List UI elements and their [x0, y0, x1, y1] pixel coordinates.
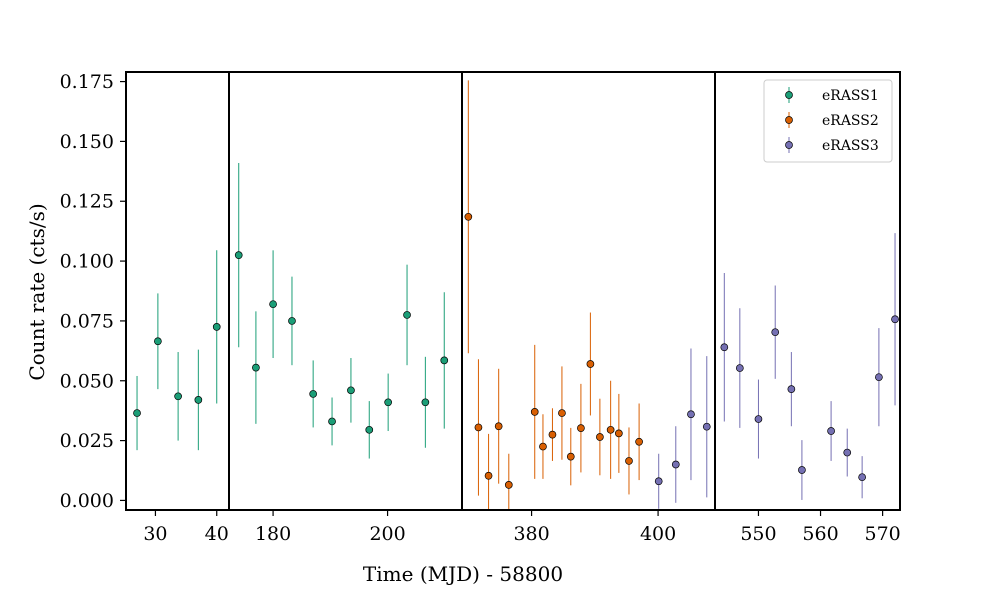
- y-tick-label: 0.000: [60, 490, 114, 512]
- data-point: [539, 442, 547, 451]
- legend-marker: [785, 141, 793, 149]
- data-point: [558, 409, 566, 417]
- data-point: [384, 398, 392, 407]
- data-point: [586, 360, 595, 368]
- data-point: [464, 212, 473, 221]
- legend-label: eRASS3: [822, 138, 879, 154]
- data-point: [288, 317, 296, 325]
- y-tick-label: 0.125: [60, 191, 114, 213]
- data-point: [234, 251, 243, 259]
- data-point: [735, 364, 744, 372]
- data-point: [635, 437, 643, 446]
- legend-label: eRASS1: [822, 88, 879, 104]
- x-tick-label: 200: [369, 523, 405, 545]
- data-point: [566, 452, 575, 461]
- data-point: [827, 427, 835, 435]
- x-tick-label: 180: [255, 523, 291, 545]
- data-point: [671, 460, 680, 469]
- legend-marker: [785, 116, 793, 124]
- data-point: [754, 415, 763, 423]
- data-point: [174, 392, 182, 401]
- data-point: [654, 477, 663, 486]
- y-axis-title: Count rate (cts/s): [25, 203, 49, 380]
- y-tick-label: 0.100: [60, 251, 114, 273]
- data-point: [309, 390, 318, 398]
- x-tick-label: 570: [864, 523, 900, 545]
- data-point: [530, 408, 539, 416]
- data-point: [702, 422, 711, 431]
- data-point: [787, 385, 796, 393]
- data-point: [421, 398, 430, 407]
- data-point: [687, 410, 695, 419]
- x-tick-label: 560: [802, 523, 838, 545]
- data-point: [133, 409, 141, 417]
- data-point: [798, 466, 806, 474]
- data-point: [154, 337, 162, 346]
- data-point: [474, 423, 483, 432]
- data-point: [347, 386, 355, 395]
- data-point: [440, 356, 449, 365]
- data-point: [212, 323, 221, 331]
- panel-frame: [461, 71, 716, 511]
- data-point: [484, 471, 493, 480]
- data-point: [615, 429, 623, 438]
- y-tick-label: 0.050: [60, 370, 114, 392]
- legend-marker: [785, 91, 793, 99]
- y-tick-label: 0.175: [60, 71, 114, 93]
- panel-frame: [714, 71, 901, 511]
- data-point: [194, 396, 203, 404]
- data-point: [252, 363, 260, 372]
- data-point: [504, 481, 513, 489]
- y-tick-label: 0.025: [60, 430, 114, 452]
- data-point: [494, 422, 503, 431]
- data-point: [771, 328, 780, 337]
- data-point: [548, 430, 557, 439]
- data-point: [365, 425, 374, 434]
- x-tick-label: 380: [513, 523, 549, 545]
- data-point: [403, 311, 411, 319]
- data-point: [625, 457, 633, 465]
- data-point: [596, 433, 604, 441]
- x-axis-title: Time (MJD) - 58800: [363, 562, 563, 586]
- x-tick-label: 550: [740, 523, 776, 545]
- data-point: [843, 448, 852, 457]
- data-point: [858, 473, 866, 482]
- x-tick-label: 40: [205, 523, 229, 545]
- y-tick-label: 0.150: [60, 131, 114, 153]
- x-tick-label: 400: [640, 523, 676, 545]
- data-point: [577, 424, 585, 432]
- data-point: [269, 300, 277, 309]
- legend-label: eRASS2: [822, 113, 879, 129]
- data-point: [606, 425, 615, 434]
- x-tick-label: 30: [143, 523, 167, 545]
- data-point: [720, 343, 729, 352]
- legend-box: [763, 79, 893, 163]
- panel-frame: [125, 71, 230, 511]
- data-point: [875, 373, 883, 382]
- y-tick-label: 0.075: [60, 310, 114, 332]
- panel-frame: [228, 71, 463, 511]
- data-point: [328, 417, 336, 426]
- data-point: [891, 315, 899, 324]
